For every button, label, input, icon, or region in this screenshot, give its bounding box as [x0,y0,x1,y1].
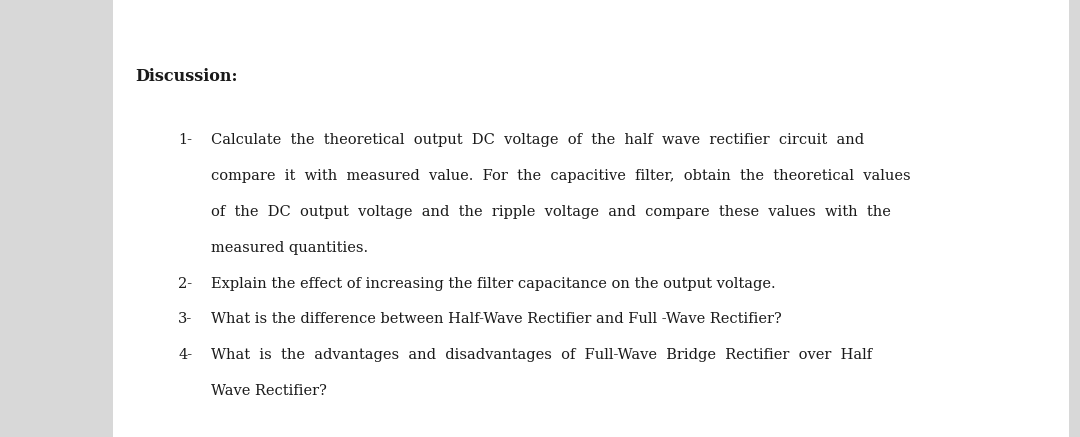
Text: of  the  DC  output  voltage  and  the  ripple  voltage  and  compare  these  va: of the DC output voltage and the ripple … [211,205,891,219]
Text: Calculate  the  theoretical  output  DC  voltage  of  the  half  wave  rectifier: Calculate the theoretical output DC volt… [211,133,864,147]
Text: compare  it  with  measured  value.  For  the  capacitive  filter,  obtain  the : compare it with measured value. For the … [211,169,910,183]
Text: Explain the effect of increasing the filter capacitance on the output voltage.: Explain the effect of increasing the fil… [211,277,775,291]
Text: measured quantities.: measured quantities. [211,241,367,255]
Text: Wave Rectifier?: Wave Rectifier? [211,384,326,398]
Text: 2-: 2- [178,277,192,291]
Text: What is the difference between Half-Wave Rectifier and Full -Wave Rectifier?: What is the difference between Half-Wave… [211,312,781,326]
Text: 4-: 4- [178,348,192,362]
Text: What  is  the  advantages  and  disadvantages  of  Full-Wave  Bridge  Rectifier : What is the advantages and disadvantages… [211,348,872,362]
Text: 3-: 3- [178,312,192,326]
Text: 1-: 1- [178,133,192,147]
Text: Discussion:: Discussion: [135,68,238,85]
FancyBboxPatch shape [113,0,1069,437]
